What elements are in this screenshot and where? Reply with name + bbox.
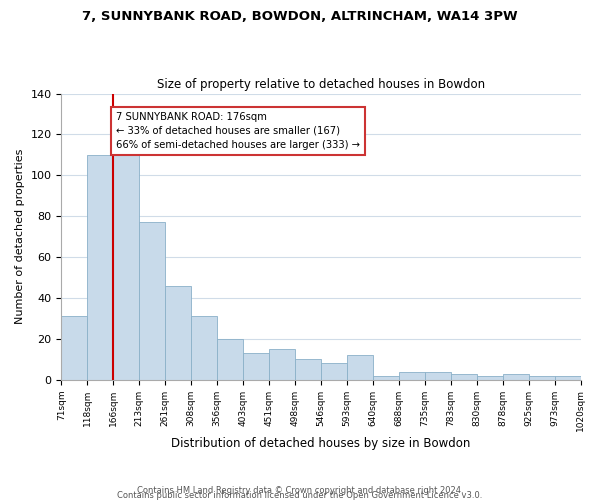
Bar [451,374,476,380]
Bar [399,372,425,380]
Bar [373,376,399,380]
Bar [139,222,165,380]
Bar [554,376,581,380]
Text: Contains HM Land Registry data © Crown copyright and database right 2024.: Contains HM Land Registry data © Crown c… [137,486,463,495]
Text: Contains public sector information licensed under the Open Government Licence v3: Contains public sector information licen… [118,490,482,500]
Bar [165,286,191,380]
Bar [217,339,243,380]
Bar [243,353,269,380]
Bar [269,349,295,380]
Bar [529,376,554,380]
Bar [88,155,113,380]
Text: 7 SUNNYBANK ROAD: 176sqm
← 33% of detached houses are smaller (167)
66% of semi-: 7 SUNNYBANK ROAD: 176sqm ← 33% of detach… [116,112,360,150]
Bar [295,360,321,380]
Bar [61,316,88,380]
Title: Size of property relative to detached houses in Bowdon: Size of property relative to detached ho… [157,78,485,91]
Bar [476,376,503,380]
X-axis label: Distribution of detached houses by size in Bowdon: Distribution of detached houses by size … [171,437,470,450]
Bar [425,372,451,380]
Text: 7, SUNNYBANK ROAD, BOWDON, ALTRINCHAM, WA14 3PW: 7, SUNNYBANK ROAD, BOWDON, ALTRINCHAM, W… [82,10,518,23]
Bar [191,316,217,380]
Bar [113,138,139,380]
Bar [321,364,347,380]
Y-axis label: Number of detached properties: Number of detached properties [15,149,25,324]
Bar [347,355,373,380]
Bar [503,374,529,380]
